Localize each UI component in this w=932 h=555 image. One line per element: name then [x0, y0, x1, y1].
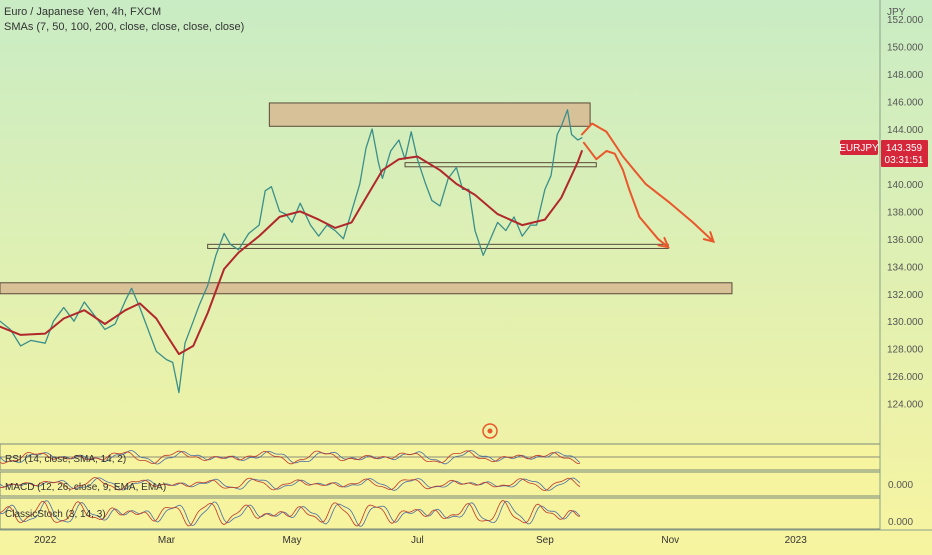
zone-rect-1[interactable] — [268, 102, 591, 127]
currency-label: JPY — [887, 7, 906, 18]
time-axis[interactable]: 2022 Mar May Jul Sep Nov 2023 — [34, 535, 807, 546]
y-tick-label: 130.000 — [887, 317, 924, 328]
y-tick-label: 136.000 — [887, 235, 924, 246]
x-tick-label: Nov — [661, 535, 679, 546]
y-tick-label: 146.000 — [887, 98, 924, 109]
zone-rect-2[interactable] — [404, 162, 597, 168]
x-tick-label: Mar — [158, 535, 176, 546]
x-tick-label: 2022 — [34, 535, 57, 546]
ticker-price-box — [881, 140, 928, 167]
projection-arrowhead-2 — [657, 236, 670, 249]
stoch-pane-line-2 — [0, 500, 581, 527]
ticker-symbol: EURJPY — [839, 143, 879, 154]
sma-line[interactable] — [0, 150, 583, 356]
price-line[interactable] — [0, 109, 583, 394]
macd-pane-line-2 — [0, 477, 581, 491]
chart-title[interactable]: Euro / Japanese Yen, 4h, FXCM — [4, 6, 162, 18]
y-tick-label: 138.000 — [887, 207, 924, 218]
projection-arrowhead-1 — [702, 231, 716, 244]
ticker-symbol-box — [840, 140, 878, 155]
stoch-label[interactable]: ClassicStoch (3, 14, 3) — [5, 509, 106, 520]
live-marker-icon — [482, 423, 498, 439]
rsi-pane-line-2 — [0, 450, 581, 465]
stoch-zero-tick: 0.000 — [888, 517, 913, 528]
rsi-label[interactable]: RSI (14, close, SMA, 14, 2) — [5, 454, 126, 465]
y-tick-label: 140.000 — [887, 180, 924, 191]
y-tick-label: 128.000 — [887, 345, 924, 356]
live-marker-dot — [487, 428, 493, 434]
x-tick-label: May — [283, 535, 302, 546]
y-tick-label: 132.000 — [887, 290, 924, 301]
x-tick-label: Sep — [536, 535, 554, 546]
macd-zero-tick: 0.000 — [888, 480, 913, 491]
ticker-countdown: 03:31:51 — [885, 155, 924, 166]
stoch-pane[interactable] — [0, 497, 881, 530]
x-tick-label: 2023 — [785, 535, 808, 546]
macd-label[interactable]: MACD (12, 26, close, 9, EMA, EMA) — [5, 482, 166, 493]
y-tick-label: 134.000 — [887, 262, 924, 273]
zone-rect-4[interactable] — [0, 282, 733, 295]
y-tick-label: 124.000 — [887, 400, 924, 411]
y-tick-label: 150.000 — [887, 43, 924, 54]
sma-indicator-label[interactable]: SMAs (7, 50, 100, 200, close, close, clo… — [4, 21, 245, 33]
x-tick-label: Jul — [411, 535, 424, 546]
ticker-label[interactable]: EURJPY 143.359 03:31:51 — [839, 140, 928, 167]
price-axis[interactable]: 152.000150.000148.000146.000144.000142.0… — [887, 15, 924, 410]
macd-pane-line-1 — [0, 477, 581, 491]
ticker-price: 143.359 — [886, 143, 923, 154]
y-tick-label: 126.000 — [887, 372, 924, 383]
y-tick-label: 144.000 — [887, 125, 924, 136]
y-tick-label: 148.000 — [887, 70, 924, 81]
projection-path-2[interactable] — [582, 141, 670, 249]
projection-path-1[interactable] — [580, 122, 715, 243]
y-tick-label: 152.000 — [887, 15, 924, 26]
